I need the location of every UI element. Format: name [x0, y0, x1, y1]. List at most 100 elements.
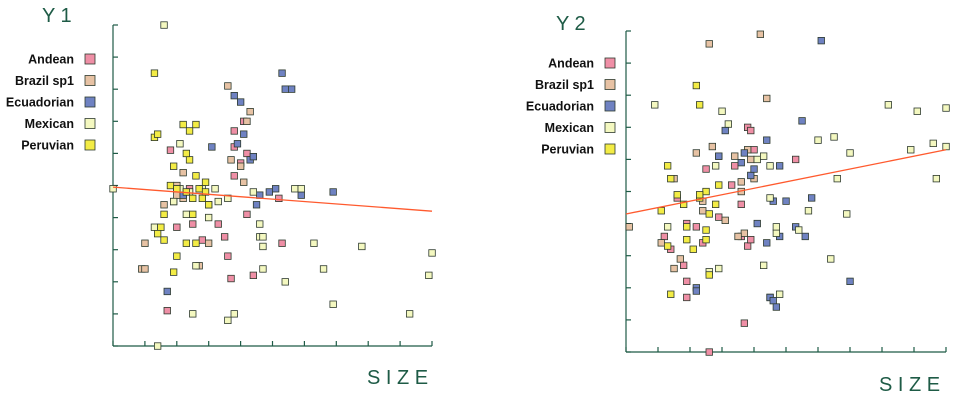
data-point-andean — [163, 306, 171, 315]
data-point-ecuadorian — [287, 85, 296, 93]
legend-swatch — [84, 75, 96, 86]
data-point-peruvian — [182, 149, 191, 158]
data-point-mexican — [753, 155, 761, 164]
data-point-peruvian — [201, 188, 210, 196]
data-point-mexican — [310, 239, 318, 247]
data-point-brazil-sp1 — [763, 94, 771, 103]
data-point-mexican — [192, 262, 200, 270]
data-point-peruvian — [169, 162, 178, 170]
data-point-peruvian — [705, 210, 713, 218]
data-point-ecuadorian — [721, 126, 729, 135]
data-point-ecuadorian — [249, 152, 258, 161]
data-point-andean — [683, 293, 691, 302]
data-point-brazil-sp1 — [173, 191, 181, 199]
data-point-mexican — [804, 207, 813, 215]
data-point-peruvian — [664, 162, 672, 170]
data-point-mexican — [281, 278, 289, 286]
data-point-peruvian — [166, 181, 175, 190]
data-point-ecuadorian — [230, 92, 238, 100]
data-point-peruvian — [683, 235, 691, 244]
data-point-andean — [220, 233, 229, 241]
data-point-ecuadorian — [233, 140, 242, 148]
legend-label: Ecuadorian — [526, 100, 594, 114]
data-point-mexican — [843, 210, 851, 218]
data-point-peruvian — [185, 156, 194, 164]
data-point-brazil-sp1 — [734, 232, 742, 241]
data-point-peruvian — [182, 239, 191, 247]
data-point-ecuadorian — [808, 194, 816, 202]
data-point-mexican — [291, 185, 299, 193]
data-point-mexican — [827, 255, 835, 263]
data-point-mexican — [772, 223, 780, 231]
data-point-ecuadorian — [801, 232, 809, 241]
legend-swatch — [604, 100, 616, 112]
data-point-mexican — [224, 316, 232, 325]
data-point-mexican — [182, 210, 191, 219]
data-point-andean — [224, 252, 232, 260]
data-point-peruvian — [150, 69, 159, 77]
data-point-mexican — [329, 300, 337, 308]
data-point-mexican — [715, 264, 723, 273]
data-point-brazil-sp1 — [141, 239, 149, 247]
data-point-andean — [683, 277, 691, 286]
data-point-peruvian — [673, 191, 681, 199]
data-point-andean — [275, 194, 283, 203]
legend-label: Peruvian — [21, 139, 74, 153]
data-point-ecuadorian — [737, 158, 745, 167]
data-point-brazil-sp1 — [243, 117, 251, 125]
trend-line — [625, 149, 947, 215]
data-point-andean — [680, 261, 688, 270]
data-point-andean — [227, 274, 235, 283]
data-point-brazil-sp1 — [625, 223, 633, 231]
data-point-mexican — [319, 265, 328, 273]
data-point-ecuadorian — [236, 98, 245, 106]
data-point-andean — [243, 149, 251, 158]
data-point-brazil-sp1 — [692, 149, 700, 157]
legend-swatch — [84, 96, 96, 108]
data-point-mexican — [942, 142, 950, 151]
legend-label: Andean — [548, 57, 594, 71]
legend-label: Brazil sp1 — [535, 78, 594, 92]
data-point-peruvian — [667, 290, 675, 298]
data-point-peruvian — [192, 172, 200, 180]
data-point-brazil-sp1 — [705, 40, 713, 48]
legend-swatch — [604, 143, 616, 155]
data-point-mexican — [214, 197, 222, 206]
legend-label: Peruvian — [541, 143, 594, 157]
data-point-brazil-sp1 — [179, 168, 187, 177]
data-point-andean — [750, 146, 758, 154]
data-point-andean — [173, 223, 181, 231]
data-point-mexican — [428, 249, 436, 257]
data-point-mexican — [884, 101, 892, 109]
data-point-andean — [715, 213, 723, 221]
data-point-brazil-sp1 — [670, 264, 678, 273]
data-point-mexican — [907, 146, 915, 154]
chart-title-y1: Y 1 — [42, 5, 72, 27]
data-point-peruvian — [702, 226, 710, 234]
data-point-ecuadorian — [769, 296, 777, 305]
data-point-mexican — [176, 140, 184, 148]
data-point-peruvian — [179, 120, 187, 129]
plot-area-y2 — [625, 30, 950, 356]
data-point-peruvian — [160, 210, 168, 219]
legend-y2: Andean Brazil sp1 Ecuadorian Mexican Peruvia… — [526, 57, 616, 157]
data-point-ecuadorian — [772, 303, 780, 311]
data-point-peruvian — [195, 185, 203, 193]
data-point-brazil-sp1 — [747, 155, 755, 164]
data-point-mexican — [772, 229, 780, 237]
data-point-peruvian — [192, 239, 200, 247]
data-point-ecuadorian — [715, 152, 723, 160]
data-point-mexican — [795, 226, 803, 234]
data-point-mexican — [425, 271, 433, 280]
data-point-mexican — [259, 233, 267, 241]
data-point-ecuadorian — [763, 239, 771, 247]
data-point-andean — [166, 146, 175, 154]
data-point-mexican — [776, 290, 784, 298]
data-point-andean — [198, 236, 207, 244]
data-point-ecuadorian — [740, 149, 748, 157]
data-point-andean — [747, 126, 755, 135]
data-point-ecuadorian — [265, 188, 274, 196]
data-point-peruvian — [715, 181, 723, 189]
legend-label: Ecuadorian — [6, 96, 74, 110]
data-point-peruvian — [153, 130, 162, 138]
